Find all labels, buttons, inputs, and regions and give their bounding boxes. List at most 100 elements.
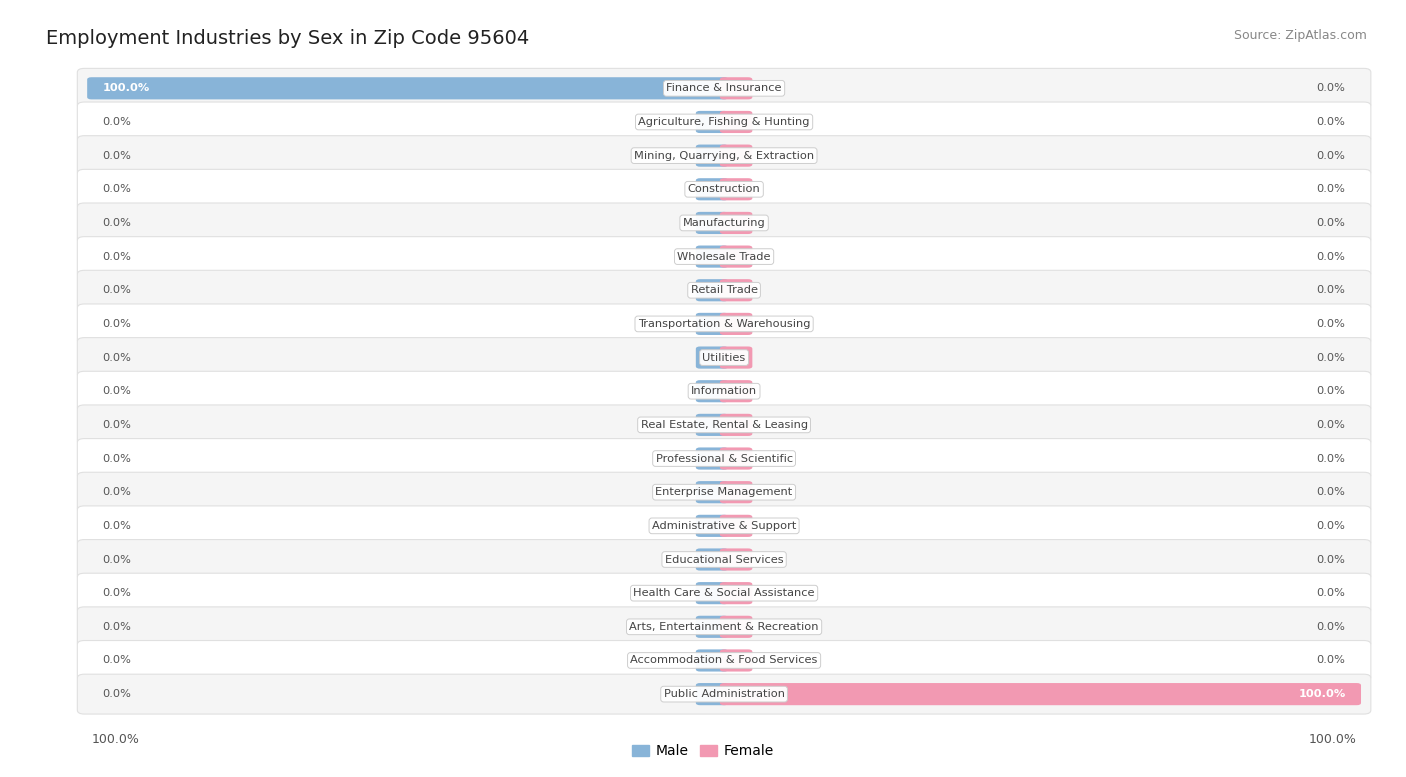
FancyBboxPatch shape bbox=[696, 178, 728, 200]
FancyBboxPatch shape bbox=[77, 102, 1371, 142]
FancyBboxPatch shape bbox=[77, 136, 1371, 176]
Text: Administrative & Support: Administrative & Support bbox=[652, 521, 796, 531]
Text: 0.0%: 0.0% bbox=[1316, 353, 1346, 363]
Text: Accommodation & Food Services: Accommodation & Food Services bbox=[630, 656, 818, 665]
Text: 0.0%: 0.0% bbox=[1316, 83, 1346, 93]
Text: 0.0%: 0.0% bbox=[1316, 588, 1346, 598]
Text: Manufacturing: Manufacturing bbox=[683, 218, 765, 228]
Text: Retail Trade: Retail Trade bbox=[690, 285, 758, 295]
FancyBboxPatch shape bbox=[696, 683, 728, 706]
FancyBboxPatch shape bbox=[720, 414, 752, 436]
Text: 0.0%: 0.0% bbox=[103, 184, 132, 194]
Text: 0.0%: 0.0% bbox=[1316, 184, 1346, 194]
FancyBboxPatch shape bbox=[696, 481, 728, 503]
FancyBboxPatch shape bbox=[696, 549, 728, 570]
Text: 0.0%: 0.0% bbox=[103, 588, 132, 598]
FancyBboxPatch shape bbox=[696, 313, 728, 335]
Text: 100.0%: 100.0% bbox=[103, 83, 150, 93]
Text: 0.0%: 0.0% bbox=[1316, 386, 1346, 396]
FancyBboxPatch shape bbox=[77, 237, 1371, 277]
Text: 0.0%: 0.0% bbox=[103, 353, 132, 363]
Text: 0.0%: 0.0% bbox=[1316, 319, 1346, 329]
Text: 100.0%: 100.0% bbox=[1309, 733, 1357, 746]
Text: 0.0%: 0.0% bbox=[103, 218, 132, 228]
Text: 100.0%: 100.0% bbox=[1298, 689, 1346, 699]
FancyBboxPatch shape bbox=[720, 481, 752, 503]
Text: Transportation & Warehousing: Transportation & Warehousing bbox=[638, 319, 810, 329]
FancyBboxPatch shape bbox=[77, 405, 1371, 444]
Text: 0.0%: 0.0% bbox=[1316, 555, 1346, 565]
FancyBboxPatch shape bbox=[77, 607, 1371, 646]
FancyBboxPatch shape bbox=[77, 539, 1371, 580]
Text: 0.0%: 0.0% bbox=[1316, 487, 1346, 497]
FancyBboxPatch shape bbox=[77, 169, 1371, 209]
FancyBboxPatch shape bbox=[720, 178, 752, 200]
FancyBboxPatch shape bbox=[696, 347, 728, 368]
Text: 0.0%: 0.0% bbox=[1316, 521, 1346, 531]
Text: 0.0%: 0.0% bbox=[103, 656, 132, 665]
FancyBboxPatch shape bbox=[77, 506, 1371, 545]
Text: 0.0%: 0.0% bbox=[103, 117, 132, 127]
Text: 0.0%: 0.0% bbox=[1316, 285, 1346, 295]
Text: Mining, Quarrying, & Extraction: Mining, Quarrying, & Extraction bbox=[634, 151, 814, 161]
Text: Professional & Scientific: Professional & Scientific bbox=[655, 454, 793, 464]
FancyBboxPatch shape bbox=[720, 515, 752, 537]
FancyBboxPatch shape bbox=[696, 279, 728, 301]
Text: Information: Information bbox=[690, 386, 758, 396]
FancyBboxPatch shape bbox=[696, 212, 728, 234]
Text: 0.0%: 0.0% bbox=[1316, 117, 1346, 127]
FancyBboxPatch shape bbox=[720, 313, 752, 335]
Text: Enterprise Management: Enterprise Management bbox=[655, 487, 793, 497]
Text: 0.0%: 0.0% bbox=[103, 454, 132, 464]
Text: Agriculture, Fishing & Hunting: Agriculture, Fishing & Hunting bbox=[638, 117, 810, 127]
Text: Real Estate, Rental & Leasing: Real Estate, Rental & Leasing bbox=[641, 420, 807, 430]
FancyBboxPatch shape bbox=[77, 674, 1371, 714]
FancyBboxPatch shape bbox=[77, 68, 1371, 108]
Text: Finance & Insurance: Finance & Insurance bbox=[666, 83, 782, 93]
Text: 0.0%: 0.0% bbox=[103, 689, 132, 699]
FancyBboxPatch shape bbox=[720, 77, 752, 99]
Text: 0.0%: 0.0% bbox=[103, 622, 132, 632]
FancyBboxPatch shape bbox=[720, 111, 752, 133]
Text: Source: ZipAtlas.com: Source: ZipAtlas.com bbox=[1233, 29, 1367, 42]
FancyBboxPatch shape bbox=[720, 683, 1361, 706]
Text: 100.0%: 100.0% bbox=[91, 733, 139, 746]
FancyBboxPatch shape bbox=[77, 304, 1371, 344]
FancyBboxPatch shape bbox=[720, 380, 752, 402]
Text: 0.0%: 0.0% bbox=[1316, 656, 1346, 665]
FancyBboxPatch shape bbox=[87, 77, 728, 99]
Text: 0.0%: 0.0% bbox=[103, 555, 132, 565]
FancyBboxPatch shape bbox=[696, 582, 728, 605]
FancyBboxPatch shape bbox=[720, 212, 752, 234]
FancyBboxPatch shape bbox=[720, 279, 752, 301]
FancyBboxPatch shape bbox=[77, 640, 1371, 681]
FancyBboxPatch shape bbox=[720, 448, 752, 469]
FancyBboxPatch shape bbox=[77, 472, 1371, 512]
FancyBboxPatch shape bbox=[696, 111, 728, 133]
Text: Wholesale Trade: Wholesale Trade bbox=[678, 252, 770, 262]
FancyBboxPatch shape bbox=[720, 582, 752, 605]
FancyBboxPatch shape bbox=[720, 347, 752, 368]
FancyBboxPatch shape bbox=[77, 338, 1371, 378]
FancyBboxPatch shape bbox=[696, 246, 728, 267]
FancyBboxPatch shape bbox=[696, 380, 728, 402]
Text: 0.0%: 0.0% bbox=[103, 285, 132, 295]
Text: 0.0%: 0.0% bbox=[1316, 454, 1346, 464]
Text: 0.0%: 0.0% bbox=[103, 420, 132, 430]
Text: 0.0%: 0.0% bbox=[103, 151, 132, 161]
Text: Educational Services: Educational Services bbox=[665, 555, 783, 565]
FancyBboxPatch shape bbox=[696, 414, 728, 436]
Text: 0.0%: 0.0% bbox=[103, 252, 132, 262]
FancyBboxPatch shape bbox=[720, 246, 752, 267]
FancyBboxPatch shape bbox=[696, 650, 728, 671]
Text: 0.0%: 0.0% bbox=[1316, 420, 1346, 430]
Text: Arts, Entertainment & Recreation: Arts, Entertainment & Recreation bbox=[630, 622, 818, 632]
FancyBboxPatch shape bbox=[77, 203, 1371, 243]
Text: Public Administration: Public Administration bbox=[664, 689, 785, 699]
FancyBboxPatch shape bbox=[720, 549, 752, 570]
Text: 0.0%: 0.0% bbox=[1316, 151, 1346, 161]
Text: 0.0%: 0.0% bbox=[1316, 218, 1346, 228]
Text: 0.0%: 0.0% bbox=[103, 386, 132, 396]
FancyBboxPatch shape bbox=[720, 615, 752, 638]
FancyBboxPatch shape bbox=[720, 145, 752, 167]
